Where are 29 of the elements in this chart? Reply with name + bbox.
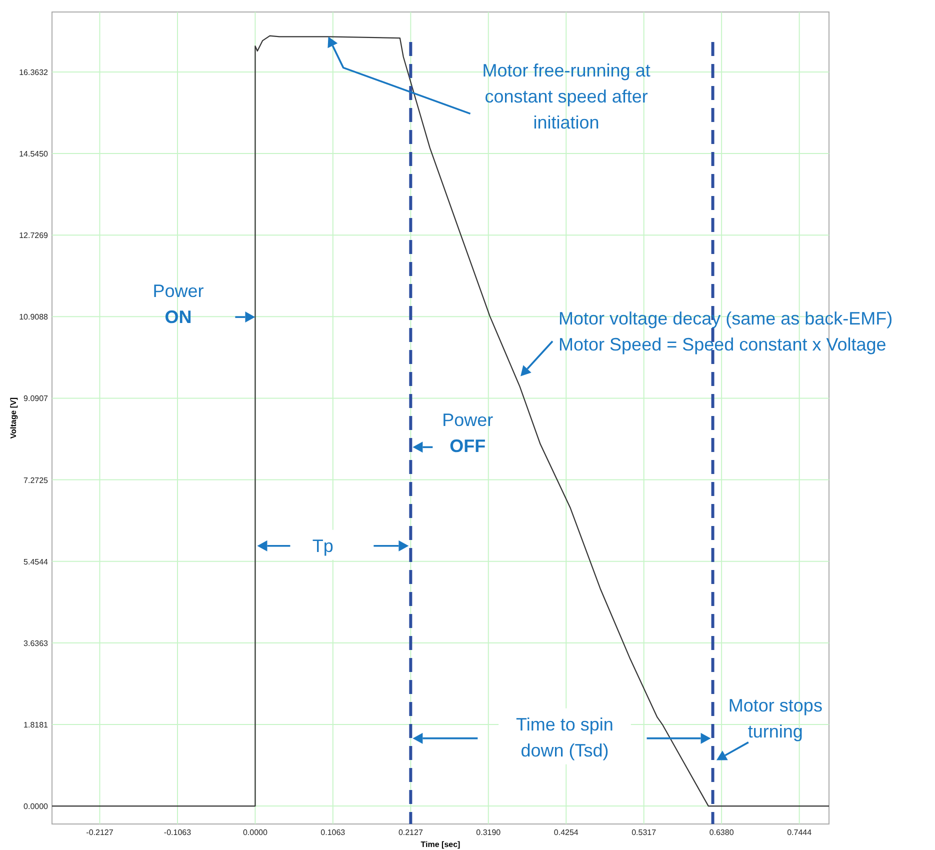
y-tick-label: 7.2725: [24, 476, 49, 485]
x-tick-label: 0.4254: [554, 828, 579, 837]
y-tick-label: 10.9088: [19, 312, 49, 322]
annotation: Tp: [312, 536, 334, 556]
annotation: Motor voltage decay (same as back-EMF) Motor Speed = Speed constant x Voltage: [558, 308, 893, 354]
x-tick-label: 0.7444: [787, 828, 812, 837]
annotation: Motor free-running at constant speed after initiation: [482, 60, 650, 133]
x-tick-label: -0.1063: [164, 828, 192, 837]
y-tick-label: 3.6363: [24, 638, 49, 648]
x-tick-label: 0.6380: [709, 828, 734, 837]
annotation: Time to spin down (Tsd): [516, 714, 614, 760]
y-tick-label: 5.4544: [24, 557, 49, 566]
x-tick-label: 0.0000: [242, 828, 268, 837]
annotation: Power OFF: [442, 410, 494, 456]
x-axis-title: Time [sec]: [420, 840, 461, 849]
y-tick-label: 0.0000: [24, 802, 49, 812]
annotation: Motor stops turning: [728, 695, 822, 742]
x-tick-label: 0.5317: [632, 828, 657, 837]
y-tick-label: 12.7269: [19, 231, 49, 240]
annotation: Power ON: [152, 281, 204, 328]
y-tick-label: 14.5450: [19, 150, 49, 159]
x-tick-label: 0.2127: [398, 828, 424, 837]
y-axis-title: Voltage [V]: [9, 397, 18, 439]
x-tick-label: -0.2127: [86, 828, 114, 837]
y-tick-label: 16.3632: [19, 68, 49, 77]
x-tick-label: 0.1063: [320, 828, 346, 837]
x-tick-label: 0.3190: [476, 828, 502, 837]
y-tick-label: 1.8181: [24, 720, 49, 730]
y-tick-label: 9.0907: [24, 394, 49, 404]
